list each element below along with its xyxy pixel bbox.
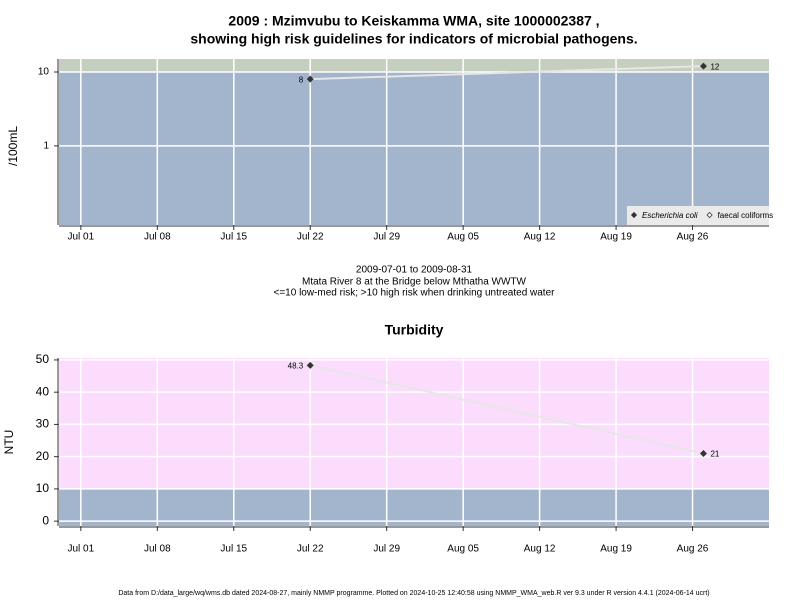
x-tick-label: Jul 29: [373, 232, 400, 243]
low-band: [59, 72, 769, 225]
series-line: [310, 364, 704, 455]
y-tick-label: 50: [36, 352, 50, 366]
x-tick-label: Aug 26: [677, 544, 709, 555]
x-tick-label: Aug 12: [524, 544, 556, 555]
series-line: [310, 65, 704, 81]
x-tick-label: Jul 08: [144, 544, 171, 555]
x-tick-label: Jul 22: [297, 544, 324, 555]
chart-title: 2009 : Mzimvubu to Keiskamma WMA, site 1…: [228, 13, 599, 29]
legend-box: [627, 206, 769, 225]
x-tick-label: Jul 15: [220, 232, 247, 243]
data-point: [699, 62, 707, 70]
y-tick-label: 40: [36, 384, 50, 398]
legend-marker: [706, 211, 713, 219]
legend-marker: [630, 211, 638, 219]
y-tick-label: 30: [36, 417, 50, 431]
high-band: [59, 358, 769, 489]
y-tick-label: 0: [42, 513, 49, 527]
note: <=10 low-med risk; >10 high risk when dr…: [274, 288, 556, 299]
data-label: 48.3: [288, 362, 304, 371]
y-tick-label: 10: [38, 67, 50, 78]
x-tick-label: Jul 29: [373, 544, 400, 555]
y-tick-label: 1: [43, 141, 49, 152]
data-point: [699, 449, 707, 457]
data-label: 8: [299, 75, 304, 84]
x-tick-label: Aug 05: [447, 544, 479, 555]
low-band: [59, 488, 769, 526]
legend: Escherichia coli faecal coliforms: [627, 206, 773, 225]
data-point: [306, 361, 314, 369]
note: 2009-07-01 to 2009-08-31: [356, 265, 473, 276]
data-label: 21: [710, 450, 719, 459]
data-point: [306, 75, 314, 83]
x-tick-label: Aug 19: [600, 232, 632, 243]
note: Mtata River 8 at the Bridge below Mthath…: [302, 277, 527, 288]
x-tick-label: Jul 01: [68, 544, 95, 555]
legend-label: faecal coliforms: [718, 211, 774, 220]
x-tick-label: Aug 26: [677, 232, 709, 243]
data-label: 12: [710, 62, 719, 71]
y-tick-label: 20: [36, 449, 50, 463]
x-tick-label: Aug 12: [524, 232, 556, 243]
y-axis-label: NTU: [2, 430, 16, 455]
x-tick-label: Aug 19: [600, 544, 632, 555]
x-tick-label: Jul 08: [144, 232, 171, 243]
y-axis-label: /100mL: [6, 126, 20, 166]
x-tick-label: Jul 01: [68, 232, 95, 243]
footer: Data from D:/data_large/wq/wms.db dated …: [118, 590, 709, 597]
x-tick-label: Aug 05: [447, 232, 479, 243]
high-band: [59, 59, 769, 73]
legend-label: Escherichia coli: [642, 211, 698, 220]
y-tick-label: 10: [36, 481, 50, 495]
chart-title: Turbidity: [385, 322, 444, 338]
x-tick-label: Jul 15: [220, 544, 247, 555]
chart-subtitle: showing high risk guidelines for indicat…: [190, 31, 637, 47]
x-tick-label: Jul 22: [297, 232, 324, 243]
